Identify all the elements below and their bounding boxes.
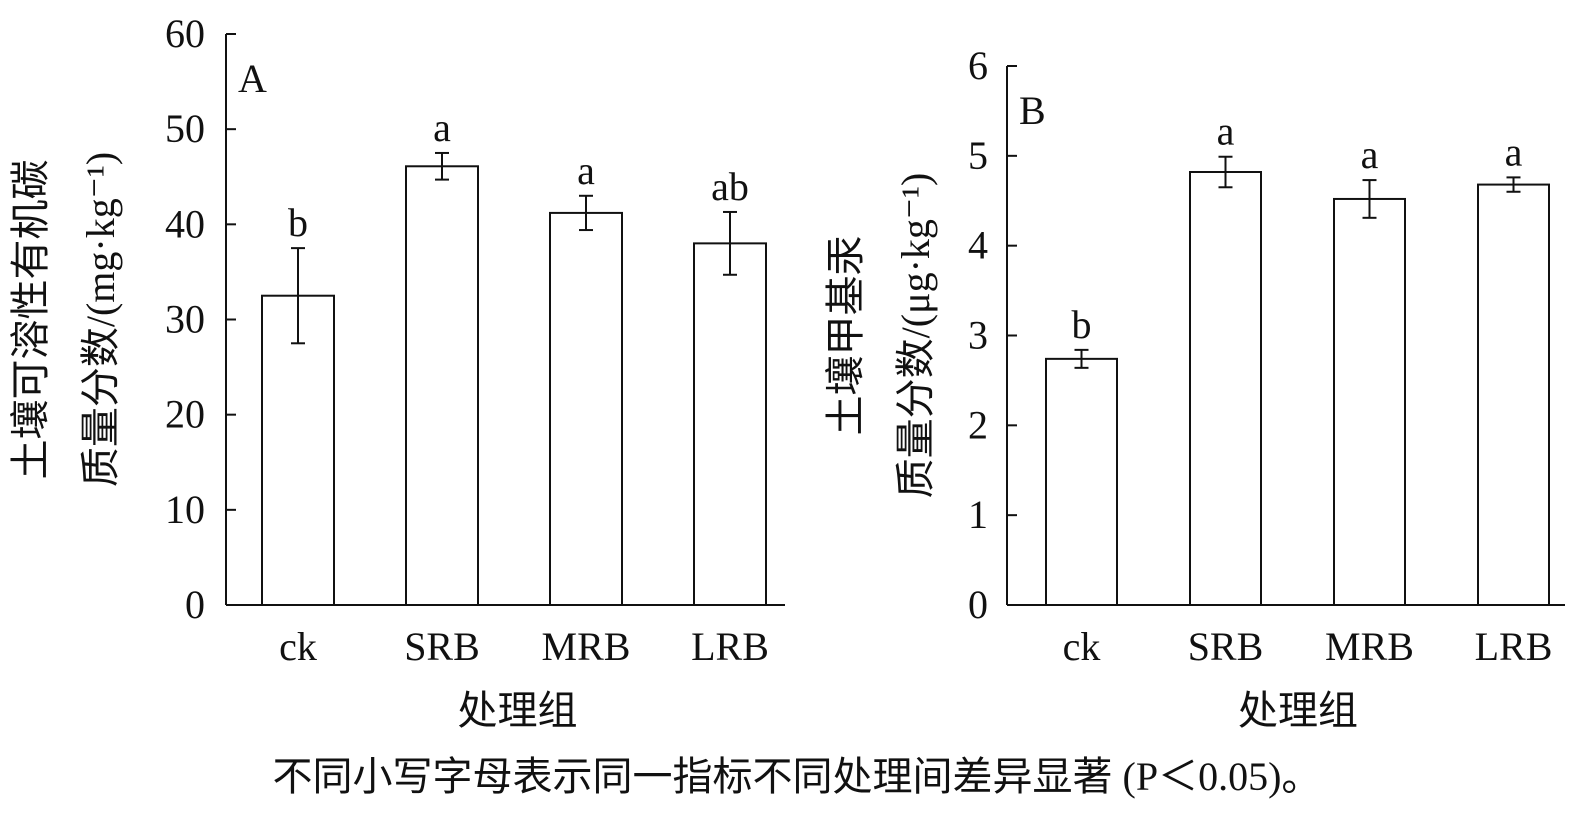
x-axis-title: 处理组 (458, 688, 578, 733)
x-tick-label: MRB (542, 624, 631, 669)
y-tick-label: 0 (968, 582, 988, 627)
x-tick-label: LRB (1475, 624, 1553, 669)
y-axis-title-line1: 土壤甲基汞 (823, 236, 868, 436)
y-tick-label: 3 (968, 313, 988, 358)
x-tick-label: SRB (1188, 624, 1264, 669)
bar-LRB (693, 242, 767, 606)
y-axis-title-line2: 质量分数/(mg·kg⁻¹) (78, 152, 123, 487)
chart-panel-A: 0 10 20 30 40 50 60 Ab ck a SRB a MRB ab LRB 处理组 土壤可溶性有机… (8, 11, 785, 733)
significance-label: a (1361, 132, 1379, 177)
significance-label: b (1072, 302, 1092, 347)
significance-label: a (1217, 109, 1235, 154)
x-tick-label: MRB (1325, 624, 1414, 669)
bar-ck (261, 294, 335, 606)
significance-label: a (1505, 129, 1523, 174)
bar-SRB (405, 165, 479, 606)
y-tick-label: 6 (968, 43, 988, 88)
significance-label: a (577, 148, 595, 193)
y-tick-label: 2 (968, 402, 988, 447)
y-tick-label: 50 (165, 106, 205, 151)
panel-label: A (238, 56, 267, 101)
x-tick-label: ck (279, 624, 317, 669)
significance-label: ab (711, 164, 749, 209)
y-tick-label: 10 (165, 487, 205, 532)
y-tick-label: 40 (165, 201, 205, 246)
significance-label: a (433, 105, 451, 150)
x-tick-label: ck (1063, 624, 1101, 669)
caption: 不同小写字母表示同一指标不同处理间差异显著 (P＜0.05)。 (273, 754, 1322, 799)
significance-label: b (288, 200, 308, 245)
x-tick-label: LRB (691, 624, 769, 669)
x-tick-label: SRB (404, 624, 480, 669)
panel-label: B (1019, 88, 1046, 133)
chart-panel-B: 0 1 2 3 4 5 6Bb ck a SRB a MRB a LRB 处理组 土壤甲基汞 质量分数/(μg·… (823, 43, 1565, 733)
y-tick-label: 0 (185, 582, 205, 627)
bar-MRB (1333, 197, 1406, 606)
bar-ck (1045, 357, 1118, 606)
y-tick-label: 30 (165, 297, 205, 342)
bar-MRB (549, 211, 623, 606)
bar-SRB (1189, 171, 1262, 606)
y-tick-label: 4 (968, 223, 988, 268)
y-tick-label: 60 (165, 11, 205, 56)
y-tick-label: 5 (968, 133, 988, 178)
y-tick-label: 1 (968, 492, 988, 537)
y-tick-label: 20 (165, 392, 205, 437)
y-axis-title-line1: 土壤可溶性有机碳 (8, 160, 53, 480)
x-axis-title: 处理组 (1238, 688, 1358, 733)
bar-LRB (1477, 183, 1550, 607)
y-axis-title-line2: 质量分数/(μg·kg⁻¹) (893, 173, 938, 499)
